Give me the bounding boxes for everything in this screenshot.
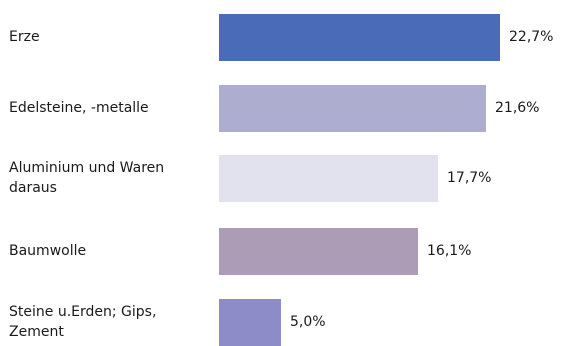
data-label: 22,7% bbox=[509, 29, 554, 45]
bar bbox=[219, 228, 418, 275]
bar bbox=[219, 299, 281, 346]
category-label: Baumwolle bbox=[9, 243, 87, 259]
data-label: 16,1% bbox=[427, 243, 472, 259]
bar bbox=[219, 155, 438, 202]
data-label: 21,6% bbox=[495, 100, 540, 116]
bar bbox=[219, 14, 500, 61]
category-label: Erze bbox=[9, 29, 40, 45]
category-label: Aluminium und Waren daraus bbox=[9, 160, 165, 196]
bar bbox=[219, 85, 486, 132]
category-label: Steine u.Erden; Gips, Zement bbox=[9, 304, 157, 340]
data-label: 5,0% bbox=[290, 314, 326, 330]
category-label: Edelsteine, -metalle bbox=[9, 100, 149, 116]
data-label: 17,7% bbox=[447, 170, 492, 186]
